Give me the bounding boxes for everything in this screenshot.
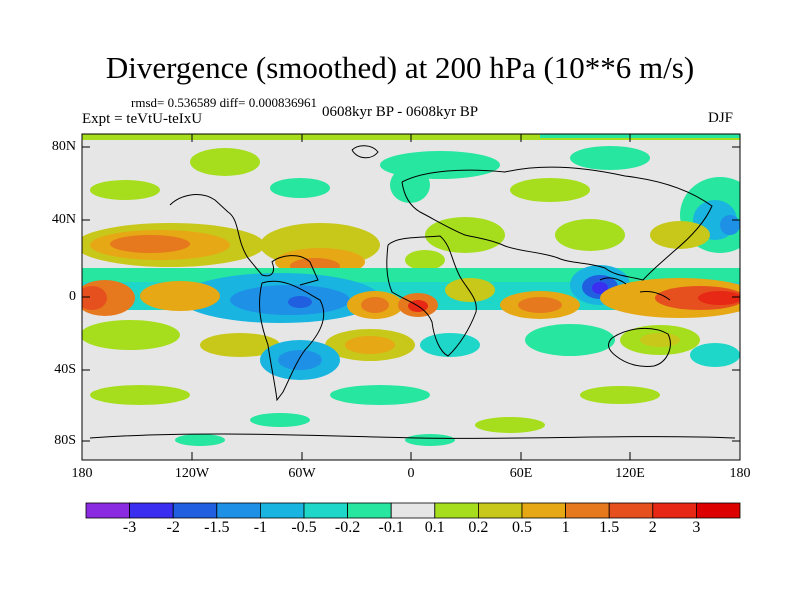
period-label: 0608kyr BP - 0608kyr BP [322,104,479,120]
colorbar-swatch [85,502,130,519]
colorbar-label: -0.5 [291,519,317,536]
axis-ticks [82,134,740,460]
colorbar-swatch [303,502,348,519]
colorbar-swatch [652,502,697,519]
colorbar [85,502,741,519]
colorbar-swatch [347,502,392,519]
colorbar-label: 1 [561,519,570,536]
divergence-field [82,134,740,460]
colorbar-label: 3 [692,519,701,536]
colorbar-swatch [608,502,654,519]
colorbar-swatch [521,502,566,519]
colorbar-label: -1 [253,519,268,536]
lon-label-120e: 120E [615,466,645,481]
colorbar-label: -3 [122,519,137,536]
lat-label-80s: 80S [54,433,76,448]
colorbar-label: 0.1 [424,519,445,536]
colorbar-label: -0.2 [334,519,361,536]
lon-label-0: 0 [407,466,415,481]
colorbar-label: 0.2 [468,519,489,536]
lon-label-120w: 120W [174,466,210,481]
colorbar-swatch [129,502,174,519]
colorbar-swatch [434,502,479,519]
lon-label-60e: 60E [509,466,533,481]
colorbar-swatch [259,502,305,519]
colorbar-label: -2 [166,519,180,536]
lon-label-180w: 180 [71,466,93,481]
colorbar-swatch [390,502,436,519]
colorbar-swatch [216,502,261,519]
colorbar-label: 2 [648,519,657,536]
experiment-label: Expt = teVtU-teIxU [82,111,203,127]
colorbar-swatch [477,502,523,519]
lat-label-40n: 40N [51,212,76,227]
season-label: DJF [708,110,734,126]
stats-line: rmsd= 0.536589 diff= 0.000836961 [131,95,317,110]
colorbar-label: -1.5 [204,519,230,536]
colorbar-label: 1.5 [599,519,620,536]
colorbar-label: -0.1 [378,519,404,536]
lat-label-80n: 80N [51,139,76,154]
colorbar-swatch [696,502,741,519]
colorbar-label: 0.5 [512,519,532,536]
lon-label-180e: 180 [729,466,751,481]
lat-label-40s: 40S [54,362,76,377]
lon-label-60w: 60W [288,466,316,481]
colorbar-swatch [565,502,610,519]
colorbar-swatch [172,502,218,519]
map-title: Divergence (smoothed) at 200 hPa (10**6 … [105,50,695,85]
lat-label-eq: 0 [69,289,76,304]
coastlines [89,145,736,439]
